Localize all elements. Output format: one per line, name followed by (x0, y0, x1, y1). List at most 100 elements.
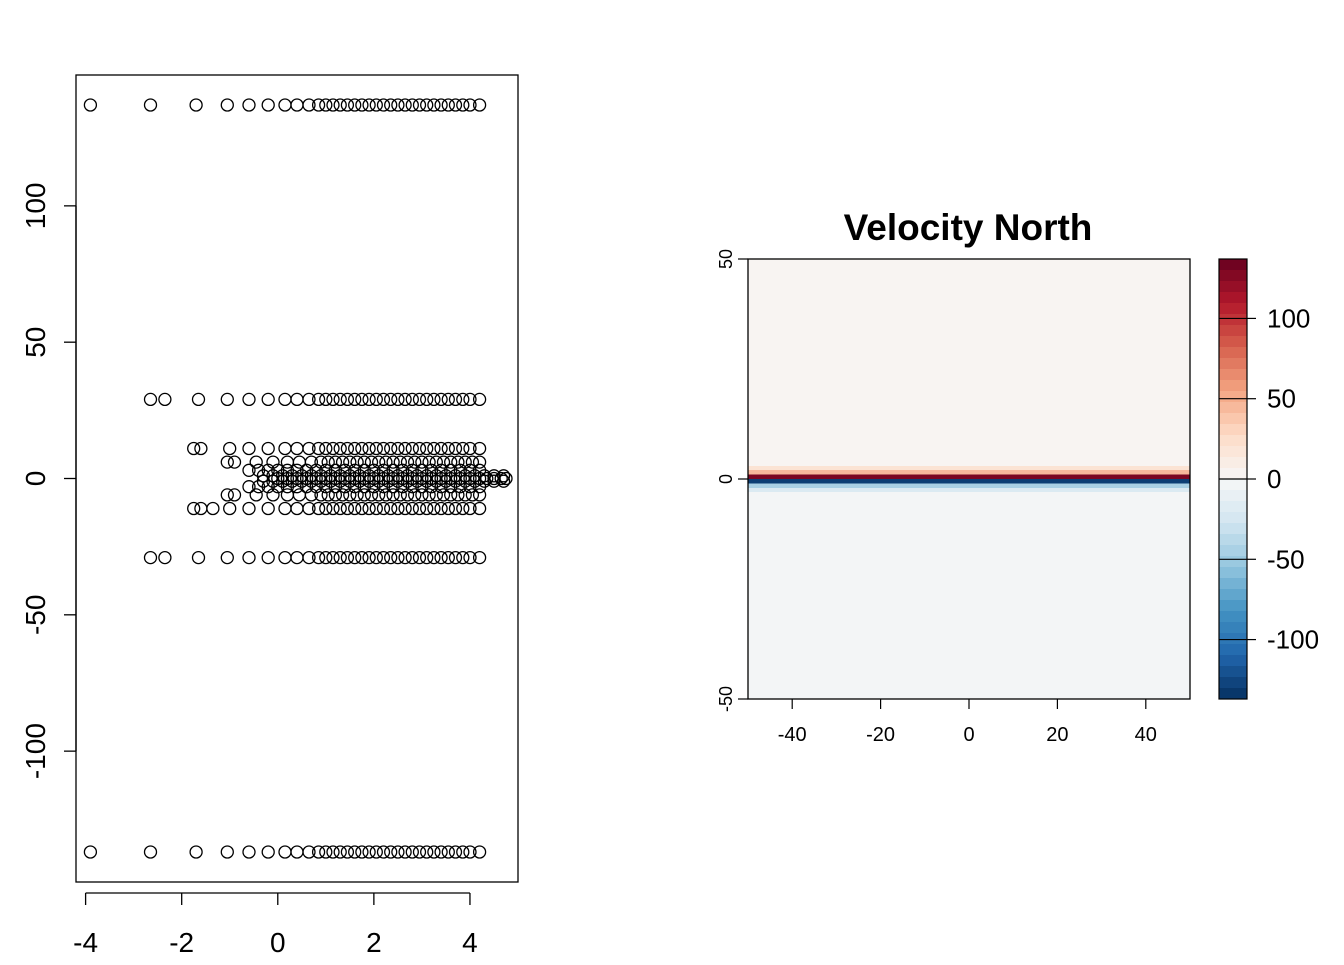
scatter-point (427, 98, 441, 112)
scatter-point (350, 455, 364, 469)
scatter-point (355, 550, 369, 565)
scatter-point (355, 98, 369, 112)
scatter-point (434, 501, 448, 516)
scatter-point (398, 392, 412, 407)
scatter-point (311, 441, 326, 456)
scatter-point (278, 550, 292, 565)
scatter-point (376, 550, 391, 565)
heatmap-band (748, 492, 1190, 699)
scatter-point (364, 455, 379, 469)
scatter-y-tick-label: -100 (20, 723, 51, 779)
scatter-point (319, 98, 333, 112)
scatter-point (456, 501, 470, 516)
colorbar-tick-label: -50 (1267, 544, 1305, 574)
scatter-point (427, 550, 441, 565)
scatter-point (405, 501, 419, 516)
scatter-point (319, 550, 333, 565)
scatter-point (223, 441, 237, 456)
scatter-point (355, 845, 369, 859)
scatter-point (496, 474, 511, 488)
scatter-point (319, 845, 333, 859)
scatter-point (463, 501, 477, 516)
scatter-point (242, 845, 256, 859)
scatter-point (391, 441, 405, 456)
colorbar-swatch (1219, 424, 1247, 436)
scatter-point (376, 845, 391, 859)
scatter-point (189, 845, 203, 859)
scatter-point (290, 480, 304, 494)
colorbar-swatch (1219, 655, 1247, 667)
heatmap-band (748, 259, 1190, 466)
colorbar-swatch (1219, 600, 1247, 612)
scatter-point (420, 98, 434, 112)
scatter-y-tick-label: 0 (20, 471, 51, 487)
scatter-point (348, 501, 362, 516)
scatter-point (249, 488, 263, 502)
scatter-point (261, 550, 275, 565)
scatter-point (340, 845, 355, 859)
colorbar-swatch (1219, 413, 1247, 425)
heatmap-band (748, 483, 1190, 488)
scatter-point (290, 392, 304, 407)
colorbar-swatch (1219, 556, 1247, 568)
scatter-y-tick-label: -50 (20, 595, 51, 635)
scatter-point (436, 488, 451, 502)
scatter-point (348, 441, 362, 456)
scatter-point (408, 488, 422, 502)
scatter-point (384, 98, 398, 112)
scatter-point (261, 98, 275, 112)
scatter-point (355, 501, 369, 516)
scatter-point (292, 455, 307, 469)
scatter-point (465, 488, 480, 502)
colorbar-swatch (1219, 358, 1247, 370)
scatter-point (372, 488, 386, 502)
colorbar-swatch (1219, 446, 1247, 458)
scatter-point (448, 501, 463, 516)
scatter-point (487, 474, 501, 488)
colorbar-swatch (1219, 545, 1247, 557)
scatter-point (434, 480, 448, 494)
colorbar-swatch (1219, 611, 1247, 623)
scatter-point (472, 455, 487, 469)
scatter-point (242, 392, 256, 407)
scatter-point (278, 441, 292, 456)
scatter-point (405, 480, 419, 494)
scatter-plot-panel: -4 -2 0 2 4 -100 -50 0 50 100 (20, 74, 519, 958)
heatmap-x-tick-label: 0 (963, 724, 974, 746)
scatter-point (328, 455, 343, 469)
scatter-point (422, 455, 436, 469)
scatter-point (309, 480, 323, 494)
scatter-point (458, 488, 472, 502)
scatter-point (335, 488, 350, 502)
heatmap-x-tick-label: -20 (866, 724, 895, 746)
colorbar-swatch (1219, 347, 1247, 359)
colorbar-axis: 100 50 0 -50 -100 (1219, 303, 1319, 655)
scatter-point (83, 845, 98, 859)
scatter-point (348, 392, 362, 407)
scatter-point (427, 845, 441, 859)
scatter-point (220, 392, 234, 407)
scatter-point (343, 488, 357, 502)
scatter-point (326, 98, 340, 112)
scatter-point (376, 501, 391, 516)
scatter-point (319, 501, 333, 516)
scatter-point (362, 98, 376, 112)
scatter-point (261, 441, 275, 456)
scatter-point (384, 550, 398, 565)
colorbar-swatch (1219, 490, 1247, 502)
scatter-point (326, 550, 340, 565)
scatter-point (456, 392, 470, 407)
scatter-point (242, 501, 256, 516)
scatter-point (369, 501, 383, 516)
scatter-point (290, 98, 304, 112)
scatter-point (362, 392, 376, 407)
scatter-point (187, 501, 201, 516)
scatter-point (405, 845, 419, 859)
scatter-point (311, 98, 326, 112)
scatter-point (311, 501, 326, 516)
scatter-point (335, 455, 350, 469)
scatter-point (463, 845, 477, 859)
heatmap-x-tick-label: -40 (778, 724, 807, 746)
heatmap-y-tick-label: -50 (716, 686, 736, 712)
